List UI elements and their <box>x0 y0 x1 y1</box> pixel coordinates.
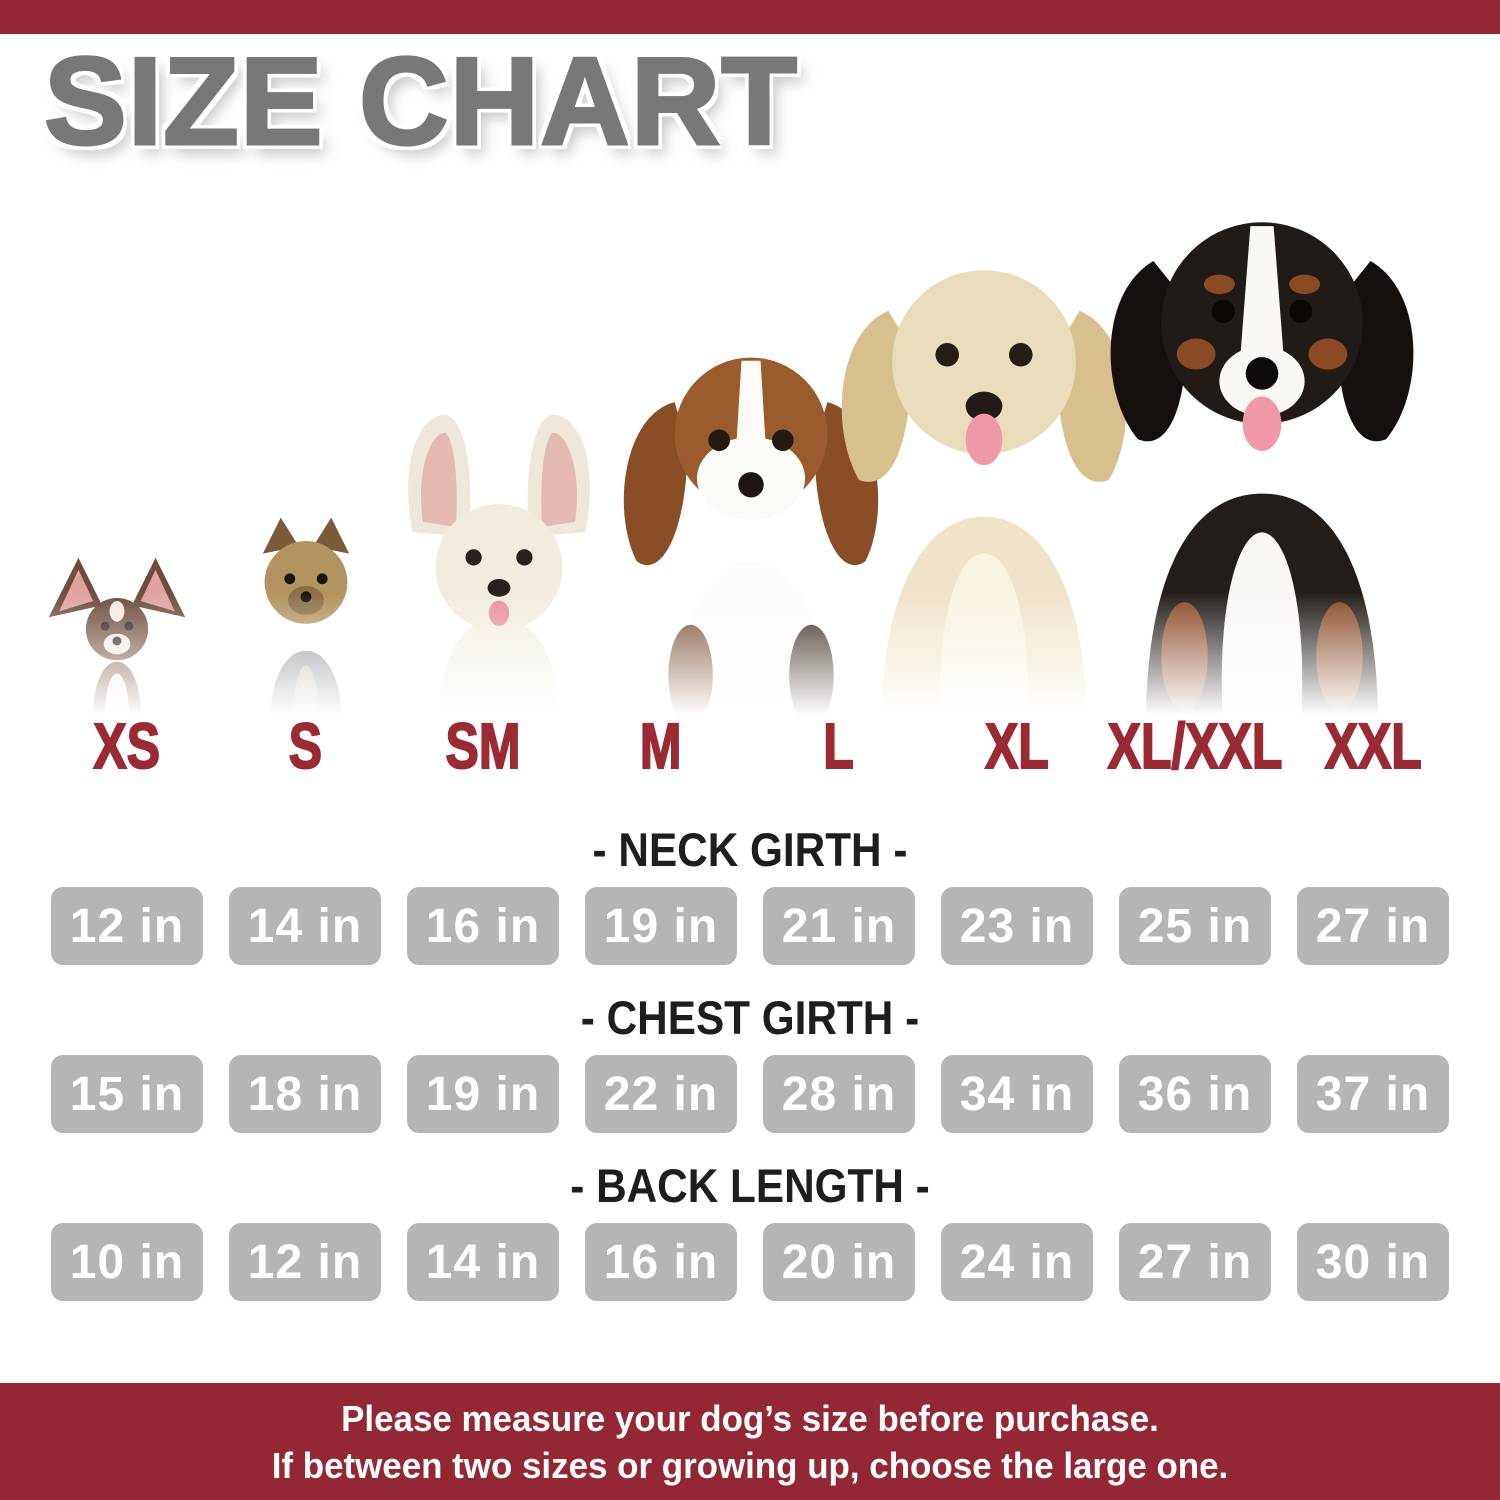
top-banner <box>0 0 1500 34</box>
back-length-row: 10 in 12 in 14 in 16 in 20 in 24 in 27 i… <box>51 1223 1449 1301</box>
chest-girth-value: 15 in <box>51 1055 203 1133</box>
neck-girth-value: 12 in <box>51 887 203 965</box>
chest-girth-row: 15 in 18 in 19 in 22 in 28 in 34 in 36 i… <box>51 1055 1449 1133</box>
chest-girth-value: 36 in <box>1119 1055 1271 1133</box>
page-title: SIZE CHART <box>43 33 799 171</box>
footer-note-banner: Please measure your dog’s size before pu… <box>0 1383 1500 1500</box>
chest-girth-heading: - CHEST GIRTH - <box>580 991 920 1044</box>
size-label-s: S <box>288 709 323 783</box>
neck-girth-value: 21 in <box>763 887 915 965</box>
chest-girth-value: 22 in <box>585 1055 737 1133</box>
back-length-value: 27 in <box>1119 1223 1271 1301</box>
size-label-xl: XL <box>984 709 1049 783</box>
dog-photo-row <box>0 155 1500 732</box>
neck-girth-row: 12 in 14 in 16 in 19 in 21 in 23 in 25 i… <box>51 887 1449 965</box>
back-length-value: 14 in <box>407 1223 559 1301</box>
chest-girth-value: 28 in <box>763 1055 915 1133</box>
chest-girth-value: 34 in <box>941 1055 1093 1133</box>
back-length-value: 12 in <box>229 1223 381 1301</box>
size-label-xl-xxl: XL/XXL <box>1107 709 1283 783</box>
size-label-xs: XS <box>93 709 161 783</box>
back-length-value: 16 in <box>585 1223 737 1301</box>
back-length-value: 10 in <box>51 1223 203 1301</box>
neck-girth-value: 19 in <box>585 887 737 965</box>
size-label-m: M <box>639 709 682 783</box>
footer-line2: If between two sizes or growing up, choo… <box>271 1445 1229 1486</box>
chest-girth-value: 37 in <box>1297 1055 1449 1133</box>
chest-girth-value: 19 in <box>407 1055 559 1133</box>
size-label-xxl: XXL <box>1324 709 1423 783</box>
back-length-heading: - BACK LENGTH - <box>570 1159 930 1212</box>
neck-girth-heading: - NECK GIRTH - <box>592 823 908 876</box>
size-label-l: L <box>823 709 855 783</box>
neck-girth-value: 23 in <box>941 887 1093 965</box>
back-length-value: 30 in <box>1297 1223 1449 1301</box>
neck-girth-value: 16 in <box>407 887 559 965</box>
chest-girth-value: 18 in <box>229 1055 381 1133</box>
back-length-value: 24 in <box>941 1223 1093 1301</box>
neck-girth-value: 14 in <box>229 887 381 965</box>
size-labels-row: XS S SM M L XL XL/XXL XXL <box>51 700 1449 792</box>
size-label-sm: SM <box>445 709 521 783</box>
photo-fade-overlay <box>0 592 1500 732</box>
neck-girth-value: 27 in <box>1297 887 1449 965</box>
neck-girth-value: 25 in <box>1119 887 1271 965</box>
back-length-value: 20 in <box>763 1223 915 1301</box>
footer-line1: Please measure your dog’s size before pu… <box>341 1398 1159 1439</box>
